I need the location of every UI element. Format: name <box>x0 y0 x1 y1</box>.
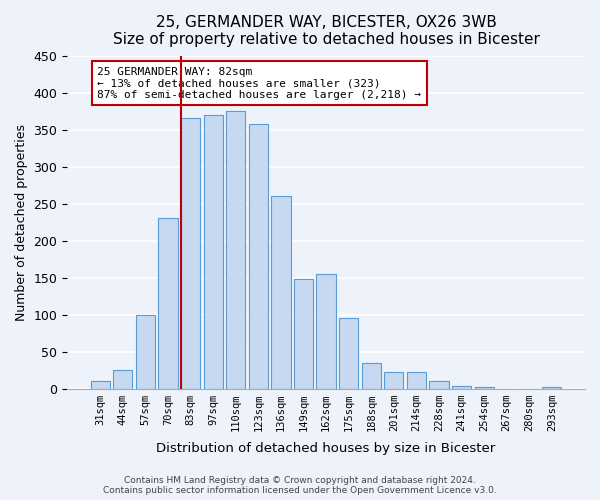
Bar <box>339 318 358 388</box>
Bar <box>452 386 471 388</box>
Title: 25, GERMANDER WAY, BICESTER, OX26 3WB
Size of property relative to detached hous: 25, GERMANDER WAY, BICESTER, OX26 3WB Si… <box>113 15 539 48</box>
Bar <box>430 381 449 388</box>
Bar <box>316 274 335 388</box>
Bar <box>271 196 290 388</box>
Bar <box>158 218 178 388</box>
Bar <box>181 118 200 388</box>
Text: Contains HM Land Registry data © Crown copyright and database right 2024.
Contai: Contains HM Land Registry data © Crown c… <box>103 476 497 495</box>
Bar <box>136 314 155 388</box>
Bar <box>362 362 381 388</box>
Bar <box>203 114 223 388</box>
Bar <box>226 111 245 388</box>
Bar <box>91 381 110 388</box>
X-axis label: Distribution of detached houses by size in Bicester: Distribution of detached houses by size … <box>157 442 496 455</box>
Bar <box>542 387 562 388</box>
Bar <box>294 279 313 388</box>
Bar <box>384 372 403 388</box>
Bar <box>475 387 494 388</box>
Bar <box>249 124 268 388</box>
Text: 25 GERMANDER WAY: 82sqm
← 13% of detached houses are smaller (323)
87% of semi-d: 25 GERMANDER WAY: 82sqm ← 13% of detache… <box>97 66 421 100</box>
Bar <box>113 370 133 388</box>
Bar <box>407 372 426 388</box>
Y-axis label: Number of detached properties: Number of detached properties <box>15 124 28 320</box>
